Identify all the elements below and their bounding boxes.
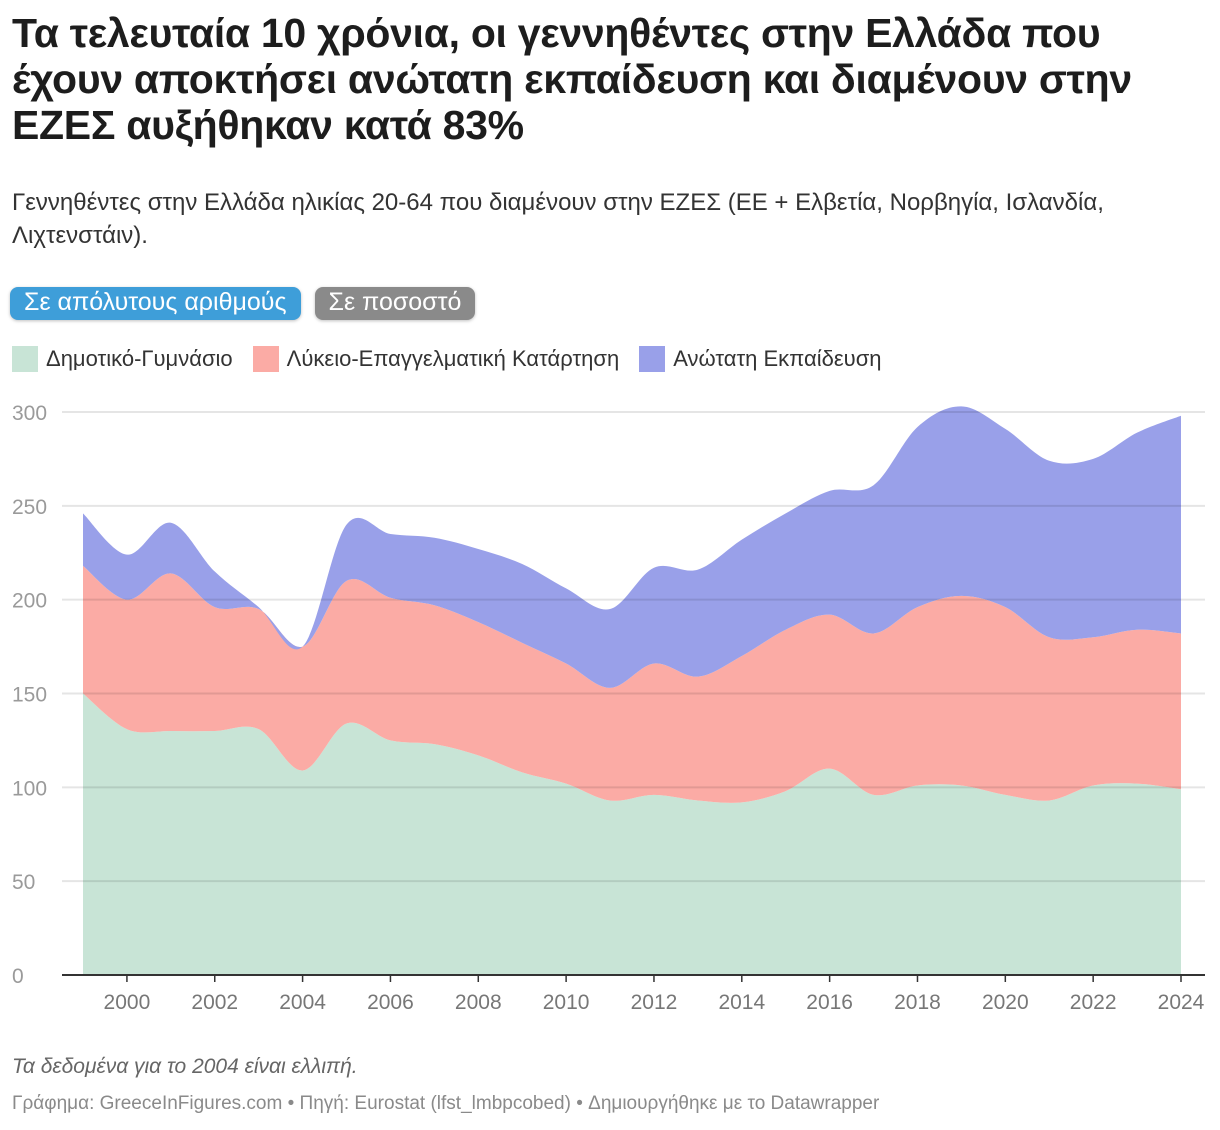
data-note: Τα δεδομένα για το 2004 είναι ελλιπή. [12, 1055, 358, 1078]
y-tick-label: 300 [12, 402, 47, 425]
legend-item: Ανώτατη Εκπαίδευση [639, 346, 882, 372]
x-tick-label: 2016 [806, 991, 853, 1014]
area-chart: 0 50 100 150 200 250 300 2000 2002 2004 2006 2008 20… [12, 402, 1205, 1014]
x-tick-label: 2000 [104, 991, 151, 1014]
area-Ανώτατη-Εκπαίδευση [83, 406, 1181, 688]
y-tick-label: 150 [12, 684, 47, 707]
legend-item: Δημοτικό-Γυμνάσιο [12, 346, 233, 372]
legend-swatch [12, 346, 38, 372]
x-tick-label: 2002 [191, 991, 238, 1014]
x-tick-label: 2014 [718, 991, 765, 1014]
x-tick-label: 2012 [631, 991, 678, 1014]
legend-swatch [252, 346, 279, 372]
credit-line: Γράφημα: GreeceInFigures.com • Πηγή: Eur… [12, 1093, 880, 1114]
y-tick-label: 250 [12, 496, 47, 519]
view-toggle: Σε απόλυτους αριθμούς Σε ποσοστό [10, 287, 476, 320]
legend-label: Δημοτικό-Γυμνάσιο [46, 346, 233, 371]
area-Λύκειο-Επαγγελματική-Κατάρτηση [83, 565, 1181, 803]
y-tick-label: 200 [12, 590, 47, 613]
x-tick-label: 2008 [455, 991, 502, 1014]
percentage-button[interactable]: Σε ποσοστό [314, 287, 476, 320]
legend-label: Λύκειο-Επαγγελματική Κατάρτηση [286, 346, 620, 371]
x-tick-label: 2004 [279, 991, 326, 1014]
x-tick-label: 2006 [367, 991, 414, 1014]
y-tick-label: 0 [12, 965, 24, 988]
x-tick-label: 2018 [894, 991, 941, 1014]
legend-swatch [639, 346, 666, 372]
x-tick-label: 2024 [1158, 991, 1205, 1014]
legend-label: Ανώτατη Εκπαίδευση [673, 346, 882, 371]
x-tick-label: 2020 [982, 991, 1029, 1014]
chart-subtitle: Γεννηθέντες στην Ελλάδα ηλικίας 20-64 πο… [12, 189, 1104, 249]
area-Δημοτικό-Γυμνάσιο [83, 693, 1181, 975]
legend-item: Λύκειο-Επαγγελματική Κατάρτηση [252, 346, 620, 372]
x-tick-label: 2010 [543, 991, 590, 1014]
x-tick-label: 2022 [1070, 991, 1117, 1014]
y-tick-label: 50 [12, 871, 35, 894]
absolute-numbers-button[interactable]: Σε απόλυτους αριθμούς [10, 287, 301, 320]
chart-title: Τα τελευταία 10 χρόνια, οι γεννηθέντες σ… [12, 10, 1132, 148]
legend: Δημοτικό-Γυμνάσιο Λύκειο-Επαγγελματική Κ… [12, 346, 882, 372]
y-tick-label: 100 [12, 777, 47, 800]
